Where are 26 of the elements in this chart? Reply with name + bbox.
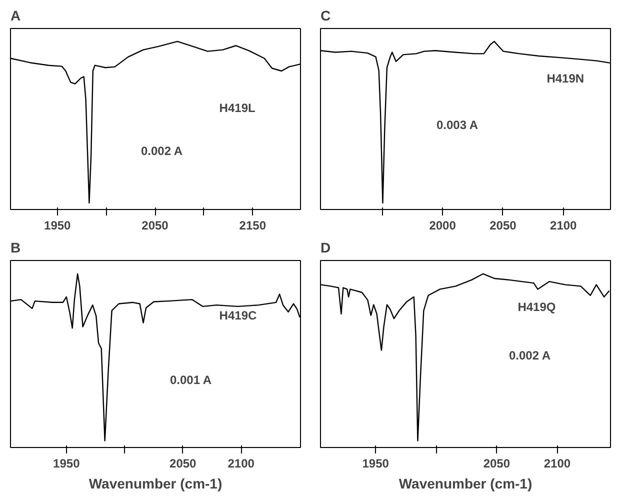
x-tick-label: 1950 <box>362 456 390 470</box>
x-tick-label: 2100 <box>544 456 571 470</box>
x-tick-label: 2150 <box>239 218 266 232</box>
annotation: H419Q <box>518 300 556 314</box>
chart-title: B <box>10 240 21 256</box>
annotation: 0.002 A <box>509 348 551 363</box>
annotation: 0.003 A <box>436 118 478 132</box>
annotation: H419C <box>219 308 257 322</box>
chart-title: D <box>320 240 331 256</box>
annotation: 0.002 A <box>141 144 183 158</box>
x-tick-label: 2100 <box>550 218 578 232</box>
x-tick-label: 2050 <box>483 456 510 470</box>
annotation: H419L <box>219 100 256 115</box>
x-tick-label: 2000 <box>429 218 456 232</box>
annotation: 0.001 A <box>170 372 212 387</box>
x-tick-label: 2050 <box>490 218 517 232</box>
x-tick-label: 2100 <box>228 456 255 470</box>
x-tick-label: 2050 <box>142 218 169 232</box>
chart-title: A <box>10 8 21 24</box>
x-tick-label: 2050 <box>170 456 197 470</box>
x-tick-label: 1950 <box>53 456 80 470</box>
chart-title: C <box>320 8 331 24</box>
x-tick-label: 1950 <box>44 218 72 232</box>
x-axis-title: Wavenumber (cm-1) <box>398 476 532 492</box>
x-axis-title: Wavenumber (cm-1) <box>88 476 222 492</box>
annotation: H419N <box>546 72 584 86</box>
